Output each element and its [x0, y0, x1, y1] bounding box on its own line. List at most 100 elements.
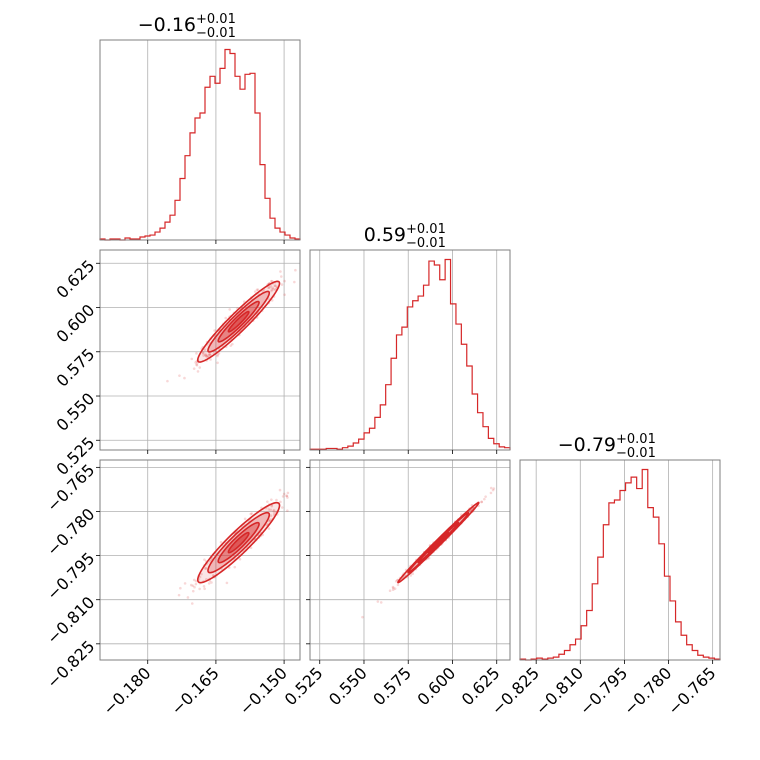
scatter-point	[183, 376, 186, 380]
scatter-point	[361, 615, 364, 619]
scatter-point	[194, 361, 197, 364]
scatter-point	[166, 379, 169, 383]
scatter-point	[255, 288, 259, 292]
histogram-panel-2: 0.59 +0.01−0.01	[309, 222, 511, 454]
x-tick-label: −0.780	[620, 663, 675, 718]
scatter-point	[283, 293, 286, 297]
scatter-point	[208, 353, 212, 356]
scatter-point	[201, 351, 205, 354]
scatter-point	[202, 354, 205, 357]
scatter-point	[213, 329, 216, 332]
scatter-point	[286, 509, 289, 513]
scatter-point	[190, 357, 194, 361]
scatter-panel-2-3	[306, 459, 511, 664]
x-tick-label: 0.600	[413, 663, 459, 709]
scatter-point	[179, 586, 182, 590]
scatter-point	[243, 517, 247, 521]
scatter-point	[273, 284, 277, 288]
panel-content	[361, 486, 496, 619]
x-tick-label: −0.795	[576, 663, 631, 718]
scatter-point	[391, 585, 395, 589]
scatter-point	[267, 508, 271, 511]
scatter-point	[491, 488, 495, 492]
histogram-step-line	[99, 48, 301, 241]
scatter-point	[201, 352, 205, 355]
scatter-point	[270, 498, 273, 501]
scatter-point	[266, 500, 269, 503]
x-tick-label: −0.810	[532, 663, 587, 718]
x-tick-label: −0.765	[664, 663, 719, 718]
scatter-point	[480, 500, 483, 504]
scatter-point	[186, 596, 190, 599]
scatter-point	[274, 284, 277, 288]
scatter-point	[194, 582, 198, 586]
scatter-point	[203, 587, 206, 591]
scatter-point	[270, 289, 273, 293]
scatter-point	[249, 512, 253, 516]
panel-title-lower-error: −0.01	[196, 26, 236, 41]
scatter-point	[270, 279, 273, 283]
histogram-panel-1: −0.16 +0.01−0.01	[99, 12, 301, 244]
scatter-point	[269, 514, 273, 518]
scatter-point	[206, 354, 209, 358]
scatter-point	[233, 565, 237, 569]
scatter-point	[191, 589, 195, 593]
scatter-point	[272, 509, 275, 513]
scatter-point	[267, 527, 271, 530]
panel-title-upper-error: +0.01	[196, 12, 236, 27]
scatter-point	[178, 374, 181, 377]
panel-title-lower-error: −0.01	[616, 446, 656, 461]
scatter-point	[198, 366, 202, 369]
scatter-point	[219, 540, 223, 544]
scatter-point	[286, 491, 290, 495]
contour-level	[207, 511, 271, 574]
scatter-point	[208, 353, 212, 357]
scatter-point	[209, 358, 212, 361]
histogram-panel-3: −0.79 +0.01−0.01	[519, 432, 721, 664]
scatter-panel-1-2	[96, 249, 301, 454]
x-tick-label: 0.550	[325, 663, 371, 709]
scatter-point	[411, 572, 414, 576]
scatter-point	[204, 567, 207, 570]
scatter-point	[183, 582, 187, 585]
panel-frame	[99, 39, 301, 241]
scatter-point	[394, 579, 398, 583]
y-tick-label: −0.780	[43, 504, 98, 559]
scatter-point	[273, 512, 276, 515]
scatter-point	[216, 361, 219, 365]
scatter-point	[268, 518, 272, 521]
histogram-step-line	[519, 468, 721, 661]
scatter-point	[388, 589, 392, 593]
scatter-point	[275, 498, 278, 502]
scatter-point	[281, 495, 285, 498]
scatter-point	[271, 286, 275, 290]
histogram-step-line	[309, 258, 511, 450]
scatter-point	[204, 566, 208, 570]
scatter-point	[379, 601, 383, 604]
scatter-point	[302, 477, 305, 480]
contour-level	[227, 310, 250, 333]
y-tick-label: 0.625	[53, 256, 99, 302]
panel-frame	[99, 459, 301, 661]
scatter-point	[270, 288, 274, 291]
scatter-point	[207, 353, 211, 356]
scatter-point	[198, 587, 201, 591]
scatter-point	[267, 286, 270, 290]
scatter-point	[294, 268, 297, 272]
panel-title-upper-error: +0.01	[616, 432, 656, 447]
scatter-point	[489, 491, 493, 495]
scatter-point	[282, 492, 286, 496]
y-tick-label: −0.795	[43, 549, 98, 604]
scatter-point	[267, 286, 271, 289]
scatter-point	[261, 289, 264, 293]
scatter-point	[200, 572, 203, 576]
scatter-point	[480, 500, 484, 504]
y-tick-label: 0.600	[53, 300, 99, 346]
scatter-point	[194, 579, 198, 583]
panel-frame	[519, 459, 721, 661]
x-tick-label: −0.165	[167, 663, 222, 718]
scatter-point	[207, 582, 211, 585]
scatter-point	[293, 280, 296, 284]
scatter-point	[279, 270, 282, 273]
scatter-point	[216, 354, 219, 358]
